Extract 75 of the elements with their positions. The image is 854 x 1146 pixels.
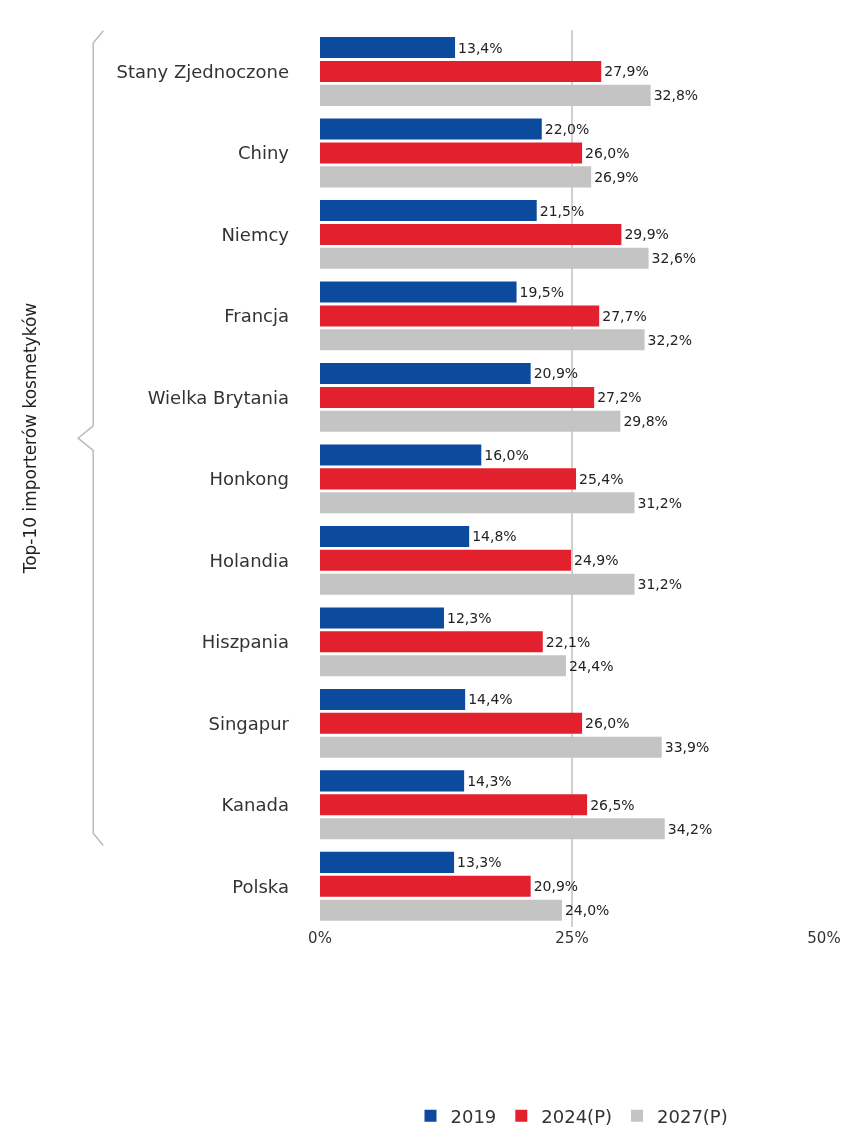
data-label: 19,5% (519, 284, 565, 301)
y-tick-label: Singapur (208, 712, 290, 734)
data-label: 26,0% (585, 144, 630, 161)
data-label: 21,5% (539, 202, 585, 219)
data-label: 25,4% (579, 470, 624, 487)
bar (320, 607, 444, 629)
y-tick-label: Honkong (209, 468, 289, 490)
bar (320, 60, 602, 82)
data-label: 14,8% (472, 528, 517, 545)
bar (320, 37, 456, 59)
data-label: 26,9% (594, 168, 639, 185)
data-label: 14,4% (468, 691, 513, 708)
data-label: 13,3% (457, 854, 502, 871)
y-tick-label: Niemcy (221, 223, 290, 245)
data-label: 14,3% (467, 772, 512, 789)
bar (320, 875, 531, 897)
data-label: 29,9% (624, 226, 669, 243)
bar (320, 655, 566, 677)
bar (320, 305, 600, 327)
bar (320, 444, 482, 466)
y-tick-label: Hiszpania (201, 631, 289, 653)
data-label: 26,5% (590, 796, 635, 813)
data-label: 24,4% (568, 657, 614, 674)
legend-label: 2027(P) (657, 1105, 728, 1127)
legend-label: 2019 (450, 1105, 497, 1127)
data-label: 24,0% (564, 902, 610, 919)
bar (320, 770, 465, 792)
x-tick-label: 0% (308, 929, 332, 947)
data-label: 26,0% (585, 715, 630, 732)
y-tick-label: Kanada (221, 794, 289, 816)
data-label: 16,0% (484, 446, 529, 463)
data-label: 20,9% (533, 878, 579, 895)
y-tick-label: Wielka Brytania (147, 386, 289, 408)
bar (320, 200, 537, 222)
y-tick-label: Polska (232, 875, 289, 897)
bar (320, 142, 583, 164)
data-label: 32,2% (647, 331, 693, 348)
data-label: 31,2% (637, 576, 682, 593)
y-tick-label: Francja (224, 305, 289, 327)
y-tick-label: Stany Zjednoczone (116, 60, 289, 82)
data-label: 27,9% (604, 63, 649, 80)
x-tick-label: 50% (807, 929, 841, 947)
bar (320, 688, 466, 710)
y-tick-label: Chiny (237, 142, 290, 164)
bar (320, 386, 595, 408)
data-label: 22,0% (544, 121, 590, 138)
bar (320, 468, 577, 490)
data-label: 22,1% (545, 633, 591, 650)
data-label: 32,6% (651, 250, 697, 267)
bar (320, 631, 543, 653)
bar (320, 281, 517, 303)
data-label: 31,2% (637, 494, 682, 511)
bar (320, 525, 470, 547)
bar (320, 549, 571, 571)
bar (320, 851, 455, 873)
bar (320, 223, 622, 245)
bar (320, 712, 583, 734)
data-label: 33,9% (664, 739, 710, 756)
bar (320, 362, 531, 385)
data-label: 12,3% (446, 609, 492, 626)
bar (320, 794, 588, 816)
y-tick-label: Holandia (209, 549, 289, 571)
data-label: 34,2% (667, 820, 713, 837)
data-label: 27,7% (602, 307, 647, 324)
bar (320, 118, 542, 140)
bar (320, 899, 562, 921)
data-label: 20,9% (533, 365, 579, 382)
data-label: 29,8% (623, 413, 668, 430)
data-label: 24,9% (573, 552, 619, 569)
x-tick-label: 25% (555, 929, 589, 947)
data-label: 32,8% (653, 87, 699, 104)
text: Top-10 importerów kosmetyków (20, 302, 41, 575)
data-label: 27,2% (597, 389, 642, 406)
legend-label: 2024(P) (541, 1105, 613, 1127)
data-label: 13,4% (458, 39, 503, 56)
